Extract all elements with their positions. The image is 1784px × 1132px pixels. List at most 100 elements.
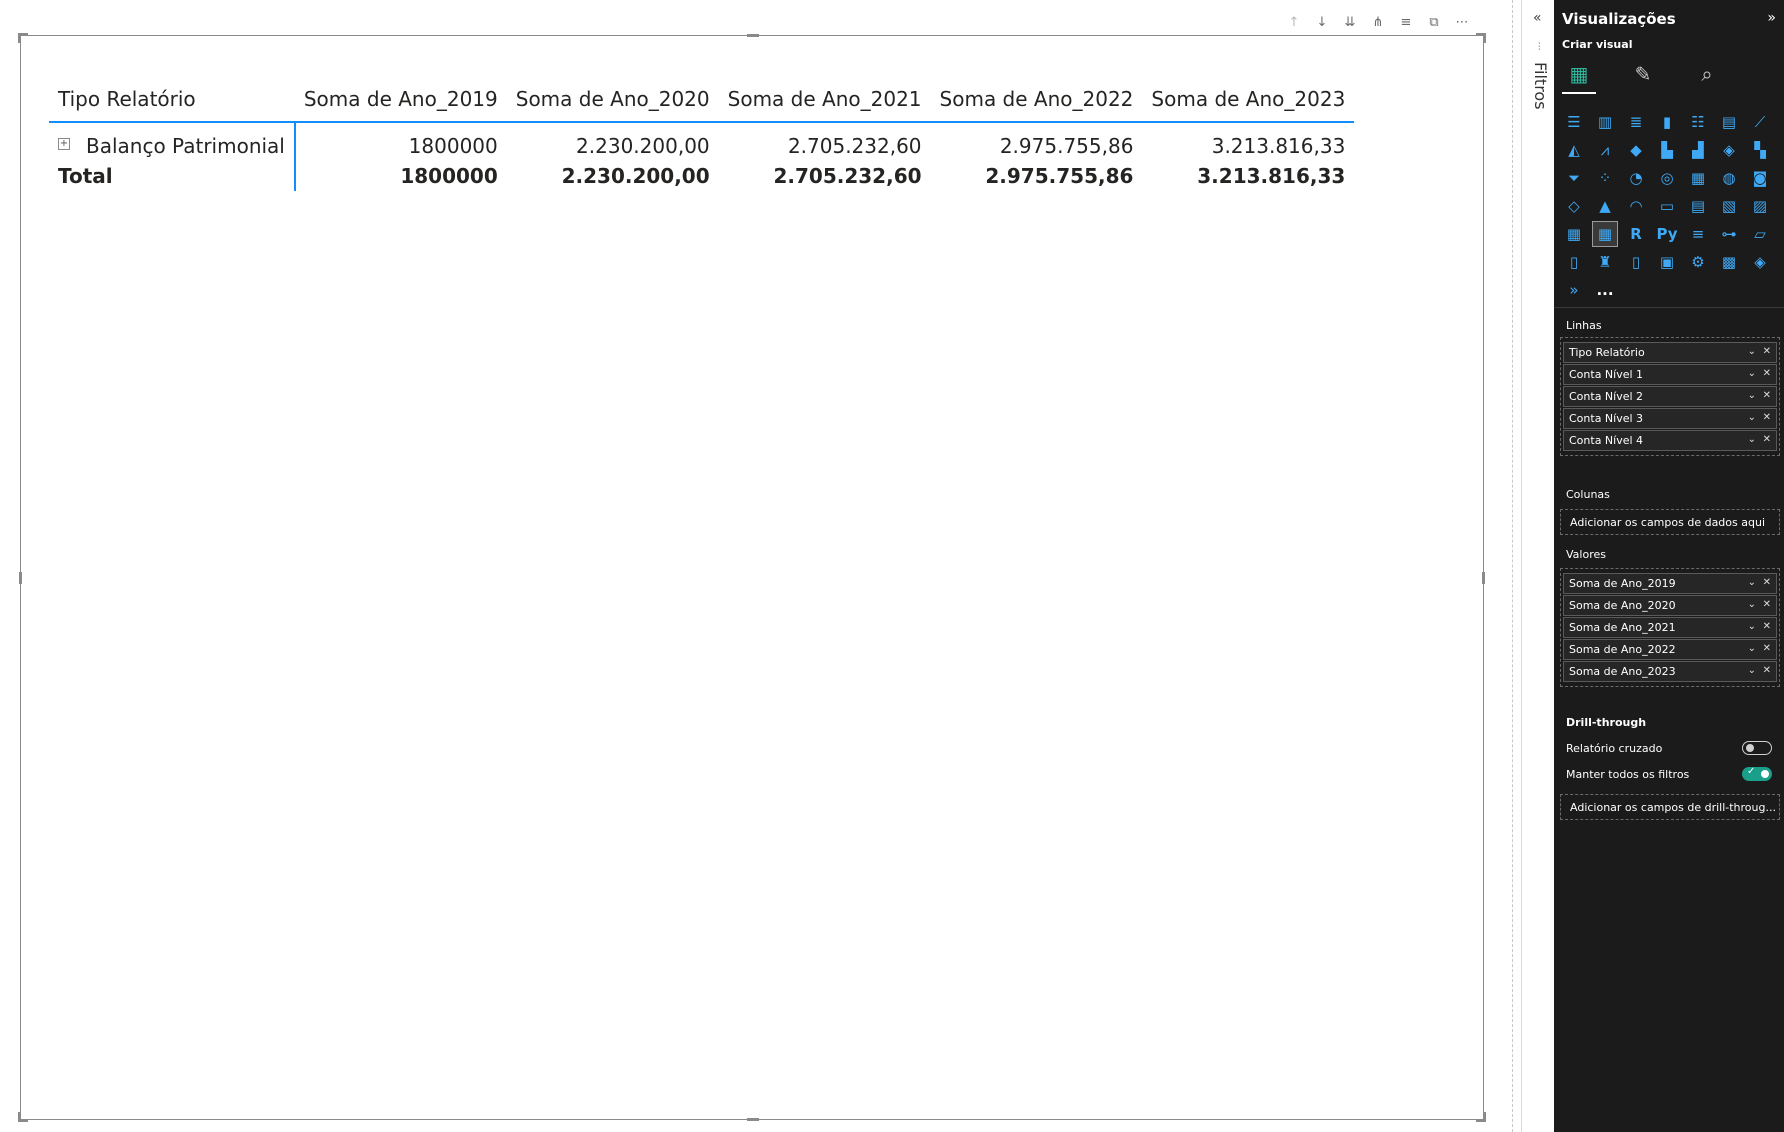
key-influencers-icon[interactable]: ≡ bbox=[1686, 222, 1710, 246]
decomposition-tree-icon[interactable]: ⊶ bbox=[1717, 222, 1741, 246]
close-icon[interactable]: ✕ bbox=[1763, 599, 1771, 610]
close-icon[interactable]: ✕ bbox=[1763, 346, 1771, 357]
expand-hierarchy-icon[interactable]: ⋔ bbox=[1369, 13, 1387, 31]
format-visual-tab-icon[interactable]: ✎ bbox=[1626, 56, 1660, 92]
field-pill[interactable]: Soma de Ano_2022 ⌄ ✕ bbox=[1563, 639, 1777, 660]
pie-chart-icon[interactable]: ◔ bbox=[1624, 166, 1648, 190]
close-icon[interactable]: ✕ bbox=[1763, 412, 1771, 423]
filter-icon[interactable]: ≡ bbox=[1397, 13, 1415, 31]
column-header-ano-2023[interactable]: Soma de Ano_2023 bbox=[1142, 77, 1354, 122]
matrix-visual[interactable]: Tipo Relatório Soma de Ano_2019 Soma de … bbox=[20, 35, 1484, 1120]
gauge-icon[interactable]: ◠ bbox=[1624, 194, 1648, 218]
resize-handle-right[interactable] bbox=[1482, 572, 1485, 584]
donut-chart-icon[interactable]: ◎ bbox=[1655, 166, 1679, 190]
ribbon-icon[interactable]: ◈ bbox=[1717, 138, 1741, 162]
close-icon[interactable]: ✕ bbox=[1763, 390, 1771, 401]
field-pill[interactable]: Soma de Ano_2021 ⌄ ✕ bbox=[1563, 617, 1777, 638]
close-icon[interactable]: ✕ bbox=[1763, 577, 1771, 588]
paginated-report-icon[interactable]: ▯ bbox=[1624, 250, 1648, 274]
qna-icon[interactable]: ▱ bbox=[1748, 222, 1772, 246]
field-pill[interactable]: Tipo Relatório ⌄ ✕ bbox=[1563, 342, 1777, 363]
clustered-bar-chart-icon[interactable]: ≣ bbox=[1624, 110, 1648, 134]
multi-row-card-icon[interactable]: ▤ bbox=[1686, 194, 1710, 218]
line-stacked-column-chart-icon[interactable]: ▟ bbox=[1686, 138, 1710, 162]
power-automate-icon[interactable]: ⚙ bbox=[1686, 250, 1710, 274]
field-pill[interactable]: Soma de Ano_2020 ⌄ ✕ bbox=[1563, 595, 1777, 616]
expand-plus-icon[interactable]: + bbox=[58, 138, 70, 150]
arrow-down-icon[interactable]: ↓ bbox=[1313, 13, 1331, 31]
column-header-ano-2021[interactable]: Soma de Ano_2021 bbox=[719, 77, 931, 122]
resize-handle-bottom-left[interactable] bbox=[18, 1112, 28, 1122]
focus-mode-icon[interactable]: ⧉ bbox=[1425, 13, 1443, 31]
field-pill[interactable]: Conta Nível 4 ⌄ ✕ bbox=[1563, 430, 1777, 451]
scatter-chart-icon[interactable]: ⁘ bbox=[1593, 166, 1617, 190]
stacked-area-chart-icon[interactable]: ⩘ bbox=[1593, 138, 1617, 162]
collapse-filters-icon[interactable]: « bbox=[1533, 10, 1542, 26]
cross-report-toggle[interactable] bbox=[1742, 741, 1772, 755]
stacked-column-chart-icon[interactable]: ▥ bbox=[1593, 110, 1617, 134]
chevron-down-icon[interactable]: ⌄ bbox=[1748, 390, 1756, 401]
column-header-ano-2022[interactable]: Soma de Ano_2022 bbox=[931, 77, 1143, 122]
line-chart-icon[interactable]: ⟋ bbox=[1748, 110, 1772, 134]
close-icon[interactable]: ✕ bbox=[1763, 621, 1771, 632]
field-pill[interactable]: Soma de Ano_2019 ⌄ ✕ bbox=[1563, 573, 1777, 594]
stacked-bar-chart-icon[interactable]: ☰ bbox=[1562, 110, 1586, 134]
slicer-icon[interactable]: ▨ bbox=[1748, 194, 1772, 218]
arrow-up-icon[interactable]: ↑ bbox=[1285, 13, 1303, 31]
more-visuals-icon[interactable]: ... bbox=[1593, 278, 1617, 302]
expand-pane-icon[interactable]: » bbox=[1767, 10, 1776, 26]
field-pill[interactable]: Conta Nível 3 ⌄ ✕ bbox=[1563, 408, 1777, 429]
chevron-down-icon[interactable]: ⌄ bbox=[1748, 368, 1756, 379]
filled-map-icon[interactable]: ◙ bbox=[1748, 166, 1772, 190]
clustered-column-chart-icon[interactable]: ▮ bbox=[1655, 110, 1679, 134]
waterfall-chart-icon[interactable]: ▚ bbox=[1748, 138, 1772, 162]
chevron-down-icon[interactable]: ⌄ bbox=[1748, 599, 1756, 610]
resize-handle-top[interactable] bbox=[747, 34, 759, 37]
matrix-icon[interactable]: ▦ bbox=[1593, 222, 1617, 246]
chevron-down-icon[interactable]: ⌄ bbox=[1748, 346, 1756, 357]
resize-handle-bottom[interactable] bbox=[747, 1118, 759, 1121]
power-automate-arrow-icon[interactable]: » bbox=[1562, 278, 1586, 302]
resize-handle-top-left[interactable] bbox=[18, 33, 28, 43]
ribbon-chart-icon[interactable]: ◆ bbox=[1624, 138, 1648, 162]
power-apps-diamond-icon[interactable]: ◈ bbox=[1748, 250, 1772, 274]
values-well[interactable]: Soma de Ano_2019 ⌄ ✕ Soma de Ano_2020 ⌄ ✕ So… bbox=[1560, 568, 1780, 687]
r-visual-icon[interactable]: R bbox=[1624, 222, 1648, 246]
table-icon[interactable]: ▦ bbox=[1562, 222, 1586, 246]
resize-handle-top-right[interactable] bbox=[1476, 33, 1486, 43]
rows-well[interactable]: Tipo Relatório ⌄ ✕ Conta Nível 1 ⌄ ✕ Conta N… bbox=[1560, 337, 1780, 456]
close-icon[interactable]: ✕ bbox=[1763, 434, 1771, 445]
double-arrow-down-icon[interactable]: ⇊ bbox=[1341, 13, 1359, 31]
filters-grip-icon[interactable]: ⫶ bbox=[1538, 42, 1541, 53]
power-apps-icon[interactable]: ▣ bbox=[1655, 250, 1679, 274]
keep-filters-toggle[interactable]: ✓ bbox=[1742, 767, 1772, 781]
azure-map-icon[interactable]: ▲ bbox=[1593, 194, 1617, 218]
chevron-down-icon[interactable]: ⌄ bbox=[1748, 577, 1756, 588]
resize-handle-left[interactable] bbox=[19, 572, 22, 584]
analytics-tab-icon[interactable]: ⌕ bbox=[1690, 56, 1724, 92]
field-pill[interactable]: Conta Nível 1 ⌄ ✕ bbox=[1563, 364, 1777, 385]
field-pill[interactable]: Soma de Ano_2023 ⌄ ✕ bbox=[1563, 661, 1777, 682]
100-stacked-column-chart-icon[interactable]: ▤ bbox=[1717, 110, 1741, 134]
smart-narrative-icon[interactable]: ▯ bbox=[1562, 250, 1586, 274]
column-header-ano-2020[interactable]: Soma de Ano_2020 bbox=[507, 77, 719, 122]
shape-map-icon[interactable]: ◇ bbox=[1562, 194, 1586, 218]
filters-label[interactable]: Filtros bbox=[1531, 62, 1550, 110]
drillthrough-well[interactable]: Adicionar os campos de drill-throug... bbox=[1560, 794, 1780, 820]
chevron-down-icon[interactable]: ⌄ bbox=[1748, 412, 1756, 423]
more-options-icon[interactable]: ⋯ bbox=[1453, 13, 1471, 31]
resize-handle-bottom-right[interactable] bbox=[1476, 1112, 1486, 1122]
map-icon[interactable]: ◍ bbox=[1717, 166, 1741, 190]
line-clustered-column-chart-icon[interactable]: ▙ bbox=[1655, 138, 1679, 162]
100-stacked-bar-chart-icon[interactable]: ☷ bbox=[1686, 110, 1710, 134]
custom-visual-icon[interactable]: ▩ bbox=[1717, 250, 1741, 274]
close-icon[interactable]: ✕ bbox=[1763, 665, 1771, 676]
columns-well[interactable]: Adicionar os campos de dados aqui bbox=[1560, 509, 1780, 535]
column-header-tipo-relatorio[interactable]: Tipo Relatório bbox=[49, 77, 295, 122]
funnel-icon[interactable]: ⏷ bbox=[1562, 166, 1586, 190]
build-visual-tab-icon[interactable]: ▦ bbox=[1562, 56, 1596, 94]
chevron-down-icon[interactable]: ⌄ bbox=[1748, 643, 1756, 654]
chevron-down-icon[interactable]: ⌄ bbox=[1748, 434, 1756, 445]
close-icon[interactable]: ✕ bbox=[1763, 368, 1771, 379]
kpi-icon[interactable]: ▧ bbox=[1717, 194, 1741, 218]
